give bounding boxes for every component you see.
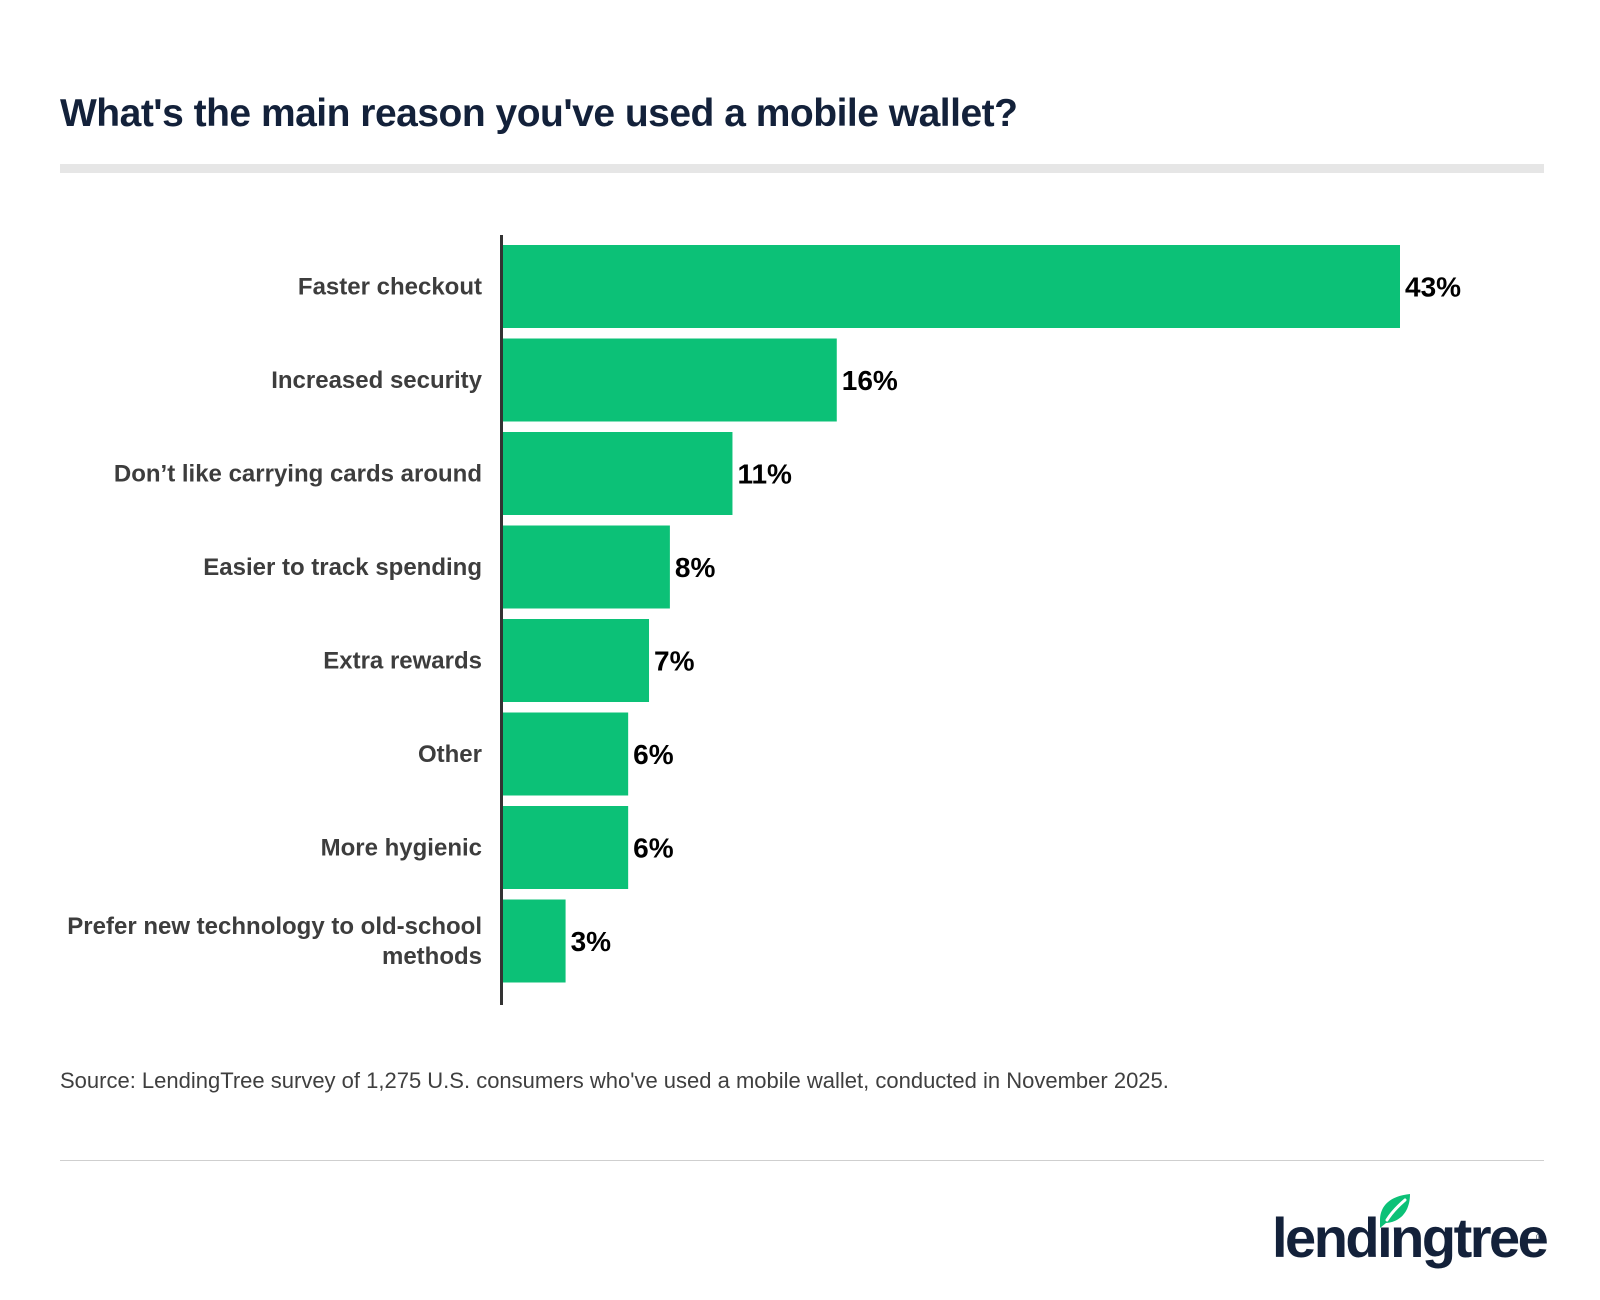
bar-value-label-7: 3%	[571, 926, 612, 957]
bar-0	[503, 245, 1400, 328]
footer-divider	[60, 1160, 1544, 1161]
category-label-4: Extra rewards	[323, 648, 482, 675]
category-label-1: Increased security	[271, 367, 482, 394]
bar-5	[503, 712, 629, 796]
category-label-3: Easier to track spending	[203, 554, 482, 581]
category-label-5: Other	[418, 741, 482, 768]
bar-value-label-4: 7%	[654, 646, 695, 677]
category-label-6: More hygienic	[321, 835, 482, 862]
bar-6	[503, 806, 629, 889]
bar-1	[503, 338, 837, 422]
chart-title: What's the main reason you've used a mob…	[60, 92, 1018, 135]
category-label-7: Prefer new technology to old-school metho…	[67, 913, 482, 970]
category-label-0: Faster checkout	[298, 274, 482, 301]
bar-4	[503, 619, 650, 702]
lendingtree-logo: lendingtree ®	[1272, 1190, 1549, 1280]
bar-value-label-5: 6%	[633, 739, 674, 770]
bar-value-label-2: 11%	[737, 459, 792, 490]
title-divider	[60, 164, 1544, 173]
bar-value-label-0: 43%	[1405, 272, 1461, 303]
bar-value-label-6: 6%	[633, 833, 674, 864]
bar-2	[503, 432, 733, 515]
source-note: Source: LendingTree survey of 1,275 U.S.…	[60, 1068, 1169, 1093]
registered-mark: ®	[1536, 1232, 1545, 1244]
bar-chart: 43% Faster checkout 16% Increased security 1…	[67, 235, 1461, 1005]
leaf-icon	[1380, 1194, 1410, 1228]
category-label-2: Don’t like carrying cards around	[114, 461, 482, 488]
bar-3	[503, 525, 670, 609]
bar-value-label-1: 16%	[842, 365, 898, 396]
bar-7	[503, 899, 566, 983]
bar-value-label-3: 8%	[675, 552, 716, 583]
logo-wordmark: lendingtree	[1272, 1206, 1549, 1269]
